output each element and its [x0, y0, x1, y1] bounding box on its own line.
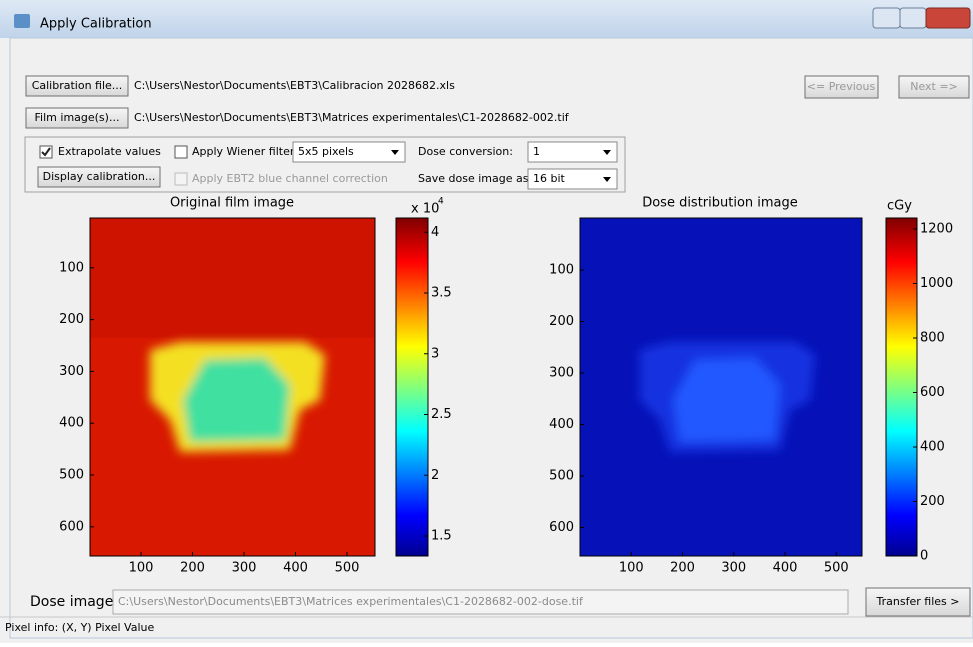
- colorbar-multiplier: x 10: [411, 202, 439, 217]
- app-icon: [14, 14, 30, 28]
- y-tick-label: 600: [549, 520, 574, 535]
- y-tick-label: 500: [59, 468, 84, 483]
- x-tick-label: 300: [232, 561, 257, 576]
- y-tick-label: 100: [59, 260, 84, 275]
- right-colorbar: [886, 218, 917, 556]
- x-tick-label: 400: [773, 561, 798, 576]
- film-image: [90, 218, 375, 556]
- colorbar-tick-label: 800: [920, 331, 945, 346]
- previous-label: <= Previous: [807, 80, 876, 93]
- x-tick-label: 100: [129, 561, 154, 576]
- x-tick-label: 500: [335, 561, 360, 576]
- wiener-size-value: 5x5 pixels: [298, 145, 354, 158]
- colorbar-tick-label: 200: [920, 494, 945, 509]
- dose-image-label: Dose image:: [30, 594, 118, 610]
- right-plot-title: Dose distribution image: [642, 196, 798, 211]
- left-plot-title: Original film image: [170, 196, 294, 211]
- colorbar-tick-label: 600: [920, 385, 945, 400]
- colorbar-tick-label: 1200: [920, 222, 953, 237]
- y-tick-label: 600: [59, 519, 84, 534]
- ebt2-checkbox[interactable]: [175, 173, 187, 185]
- left-colorbar: [396, 218, 428, 556]
- transfer-label: Transfer files >: [876, 595, 960, 608]
- page: {"window": {"title": "Apply Calibration"…: [0, 0, 973, 643]
- x-tick-label: 200: [180, 561, 205, 576]
- minimize-button[interactable]: [873, 8, 900, 28]
- calibration-button-label: Calibration file...: [32, 79, 123, 92]
- y-tick-label: 300: [549, 366, 574, 381]
- dose-image: [580, 218, 862, 556]
- body: Apply Calibration Calibration file... C:…: [0, 0, 973, 643]
- dose-image-path: C:\Users\Nestor\Documents\EBT3\Matrices …: [118, 595, 584, 608]
- y-tick-label: 400: [59, 416, 84, 431]
- x-tick-label: 500: [824, 561, 849, 576]
- x-tick-label: 400: [283, 561, 308, 576]
- maximize-button[interactable]: [900, 8, 926, 28]
- status-text: Pixel info: (X, Y) Pixel Value: [5, 621, 154, 634]
- y-tick-label: 200: [549, 314, 574, 329]
- x-tick-label: 100: [619, 561, 644, 576]
- display-calibration-label: Display calibration...: [43, 170, 156, 183]
- colorbar-tick-label: 1.5: [431, 529, 452, 544]
- save-label: Save dose image as:: [418, 172, 532, 185]
- dose-conversion-select[interactable]: [528, 142, 617, 162]
- colorbar-tick-label: 1000: [920, 276, 953, 291]
- x-tick-label: 300: [721, 561, 746, 576]
- save-value: 16 bit: [533, 172, 566, 185]
- extrapolate-label: Extrapolate values: [58, 145, 161, 158]
- window-title: Apply Calibration: [40, 17, 152, 32]
- colorbar-tick-label: 2.5: [431, 407, 452, 422]
- colorbar-unit: cGy: [887, 199, 912, 214]
- close-button[interactable]: [926, 8, 970, 28]
- colorbar-tick-label: 3.5: [431, 286, 452, 301]
- calibration-path: C:\Users\Nestor\Documents\EBT3\Calibraci…: [134, 79, 455, 92]
- y-tick-label: 500: [549, 469, 574, 484]
- ebt2-label: Apply EBT2 blue channel correction: [192, 172, 388, 185]
- colorbar-exponent: 4: [438, 197, 444, 207]
- dose-conversion-value: 1: [533, 145, 540, 158]
- dose-conversion-label: Dose conversion:: [418, 145, 513, 158]
- y-tick-label: 300: [59, 364, 84, 379]
- film-button-label: Film image(s)...: [35, 111, 120, 124]
- wiener-checkbox[interactable]: [175, 146, 187, 158]
- y-tick-label: 200: [59, 312, 84, 327]
- colorbar-tick-label: 2: [431, 468, 439, 483]
- colorbar-tick-label: 0: [920, 549, 928, 564]
- film-path: C:\Users\Nestor\Documents\EBT3\Matrices …: [134, 111, 570, 124]
- colorbar-tick-label: 4: [431, 225, 439, 240]
- y-tick-label: 400: [549, 417, 574, 432]
- x-tick-label: 200: [670, 561, 695, 576]
- colorbar-tick-label: 400: [920, 440, 945, 455]
- y-tick-label: 100: [549, 263, 574, 278]
- colorbar-tick-label: 3: [431, 346, 439, 361]
- wiener-label: Apply Wiener filter: [192, 145, 295, 158]
- window: Apply Calibration Calibration file... C:…: [0, 0, 973, 643]
- next-label: Next =>: [910, 80, 958, 93]
